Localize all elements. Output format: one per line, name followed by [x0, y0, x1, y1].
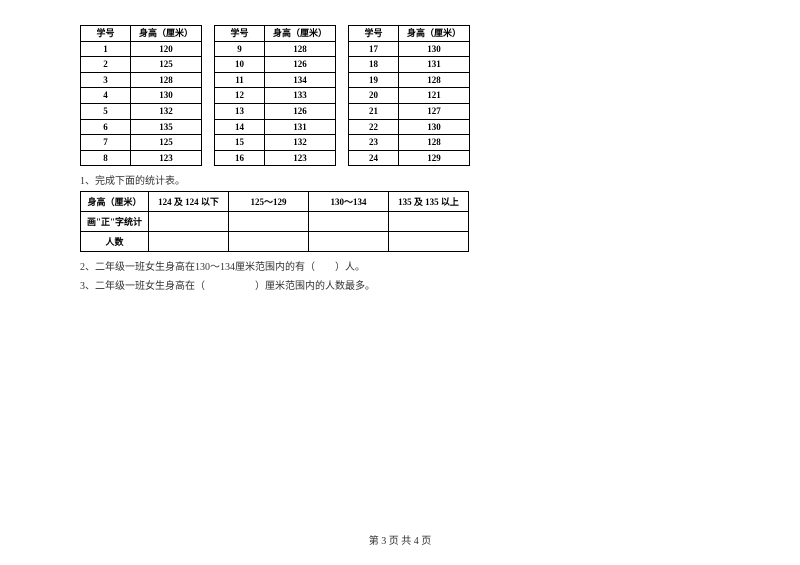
table-row: 24129 [349, 150, 470, 166]
table-row: 9128 [215, 41, 336, 57]
question-3: 3、二年级一班女生身高在（ ）厘米范围内的人数最多。 [80, 277, 800, 292]
question-2: 2、二年级一班女生身高在130～134厘米范围内的有（ ）人。 [80, 258, 800, 273]
summary-col-header: 135 及 135 以上 [389, 192, 469, 212]
table-row: 14131 [215, 119, 336, 135]
table-row: 15132 [215, 135, 336, 151]
summary-row-header: 人数 [81, 232, 149, 252]
summary-cell [229, 232, 309, 252]
table-row: 6135 [81, 119, 202, 135]
table-row: 19128 [349, 72, 470, 88]
table-row: 18131 [349, 57, 470, 73]
col-header-id: 学号 [349, 26, 399, 42]
table-row: 16123 [215, 150, 336, 166]
table-row: 23128 [349, 135, 470, 151]
summary-cell [309, 212, 389, 232]
summary-col-header: 130～134 [309, 192, 389, 212]
question-1: 1、完成下面的统计表。 [80, 172, 800, 187]
table-row: 11134 [215, 72, 336, 88]
col-header-id: 学号 [81, 26, 131, 42]
table-row: 2125 [81, 57, 202, 73]
height-data-table-3: 学号 身高（厘米） 17130 18131 19128 20121 21127 … [348, 25, 470, 166]
table-row: 21127 [349, 103, 470, 119]
col-header-id: 学号 [215, 26, 265, 42]
page-footer: 第 3 页 共 4 页 [0, 532, 800, 547]
height-data-table-1: 学号 身高（厘米） 1120 2125 3128 4130 5132 6135 … [80, 25, 202, 166]
summary-cell [149, 232, 229, 252]
table-row: 8123 [81, 150, 202, 166]
table-row: 3128 [81, 72, 202, 88]
summary-cell [149, 212, 229, 232]
table-row: 13126 [215, 103, 336, 119]
height-data-table-2: 学号 身高（厘米） 9128 10126 11134 12133 13126 1… [214, 25, 336, 166]
table-row: 22130 [349, 119, 470, 135]
table-row: 17130 [349, 41, 470, 57]
table-row: 10126 [215, 57, 336, 73]
summary-cell [229, 212, 309, 232]
summary-row-header: 身高（厘米） [81, 192, 149, 212]
table-row: 1120 [81, 41, 202, 57]
summary-cell [389, 212, 469, 232]
col-header-height: 身高（厘米） [265, 26, 336, 42]
summary-col-header: 124 及 124 以下 [149, 192, 229, 212]
table-row: 5132 [81, 103, 202, 119]
summary-col-header: 125～129 [229, 192, 309, 212]
table-row: 7125 [81, 135, 202, 151]
summary-row-header: 画"正"字统计 [81, 212, 149, 232]
data-tables-container: 学号 身高（厘米） 1120 2125 3128 4130 5132 6135 … [80, 25, 800, 166]
col-header-height: 身高（厘米） [399, 26, 470, 42]
table-row: 4130 [81, 88, 202, 104]
summary-cell [389, 232, 469, 252]
summary-statistics-table: 身高（厘米） 124 及 124 以下 125～129 130～134 135 … [80, 191, 469, 252]
summary-cell [309, 232, 389, 252]
col-header-height: 身高（厘米） [131, 26, 202, 42]
table-row: 12133 [215, 88, 336, 104]
table-row: 20121 [349, 88, 470, 104]
